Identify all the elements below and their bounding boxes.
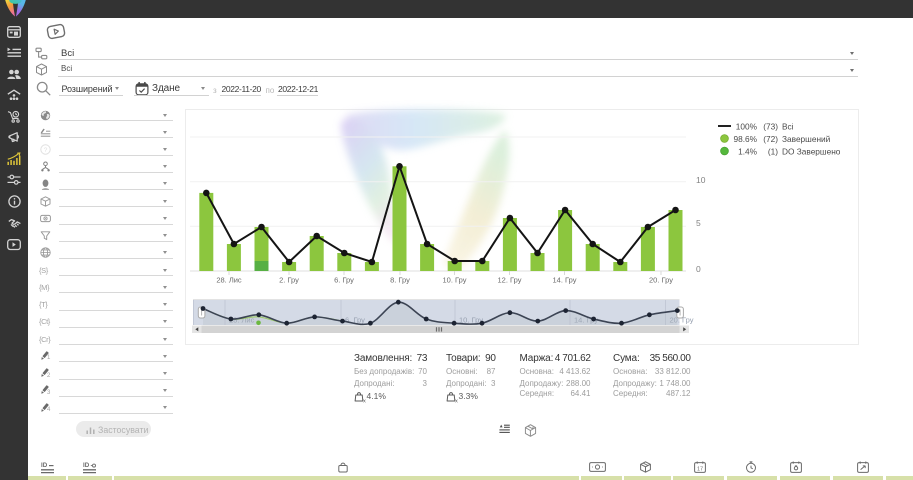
svg-text:?: ? bbox=[43, 147, 47, 154]
svg-text:12. Гру: 12. Гру bbox=[498, 276, 522, 285]
svg-text:20. Гру: 20. Гру bbox=[670, 316, 694, 325]
svg-text:8. Гру: 8. Гру bbox=[390, 276, 410, 285]
svg-text:2. Гру: 2. Гру bbox=[279, 276, 299, 285]
svg-text:17: 17 bbox=[697, 466, 703, 472]
svg-text:100%: 100% bbox=[736, 122, 758, 132]
svg-text:6. Гру: 6. Гру bbox=[345, 316, 365, 325]
svg-text:ID: ID bbox=[83, 462, 90, 469]
svg-text:14. Гру: 14. Гру bbox=[553, 276, 577, 285]
svg-text:Всі: Всі bbox=[782, 122, 794, 132]
svg-text:10: 10 bbox=[696, 175, 706, 185]
svg-text:20. Гру: 20. Гру bbox=[649, 276, 673, 285]
svg-text:5: 5 bbox=[696, 218, 701, 228]
svg-text:Завершений: Завершений bbox=[782, 134, 831, 144]
svg-text:6. Гру: 6. Гру bbox=[334, 276, 354, 285]
svg-text:28. Лис: 28. Лис bbox=[216, 276, 242, 285]
svg-text:1.4%: 1.4% bbox=[738, 147, 758, 157]
svg-text:ID: ID bbox=[41, 462, 48, 469]
svg-text:14. Гру: 14. Гру bbox=[574, 316, 598, 325]
svg-text:10. Гру: 10. Гру bbox=[443, 276, 467, 285]
svg-text:x: x bbox=[363, 398, 366, 403]
svg-text:0: 0 bbox=[696, 264, 701, 274]
svg-text:x: x bbox=[455, 398, 458, 403]
svg-text:(73): (73) bbox=[763, 122, 778, 132]
svg-text:(1): (1) bbox=[768, 147, 778, 157]
svg-text:98.6%: 98.6% bbox=[733, 134, 757, 144]
svg-text:10. Гру: 10. Гру bbox=[459, 316, 483, 325]
svg-text:DO Завершено: DO Завершено bbox=[782, 147, 841, 157]
svg-text:28. Лис: 28. Лис bbox=[229, 316, 255, 325]
svg-text:(72): (72) bbox=[763, 134, 778, 144]
